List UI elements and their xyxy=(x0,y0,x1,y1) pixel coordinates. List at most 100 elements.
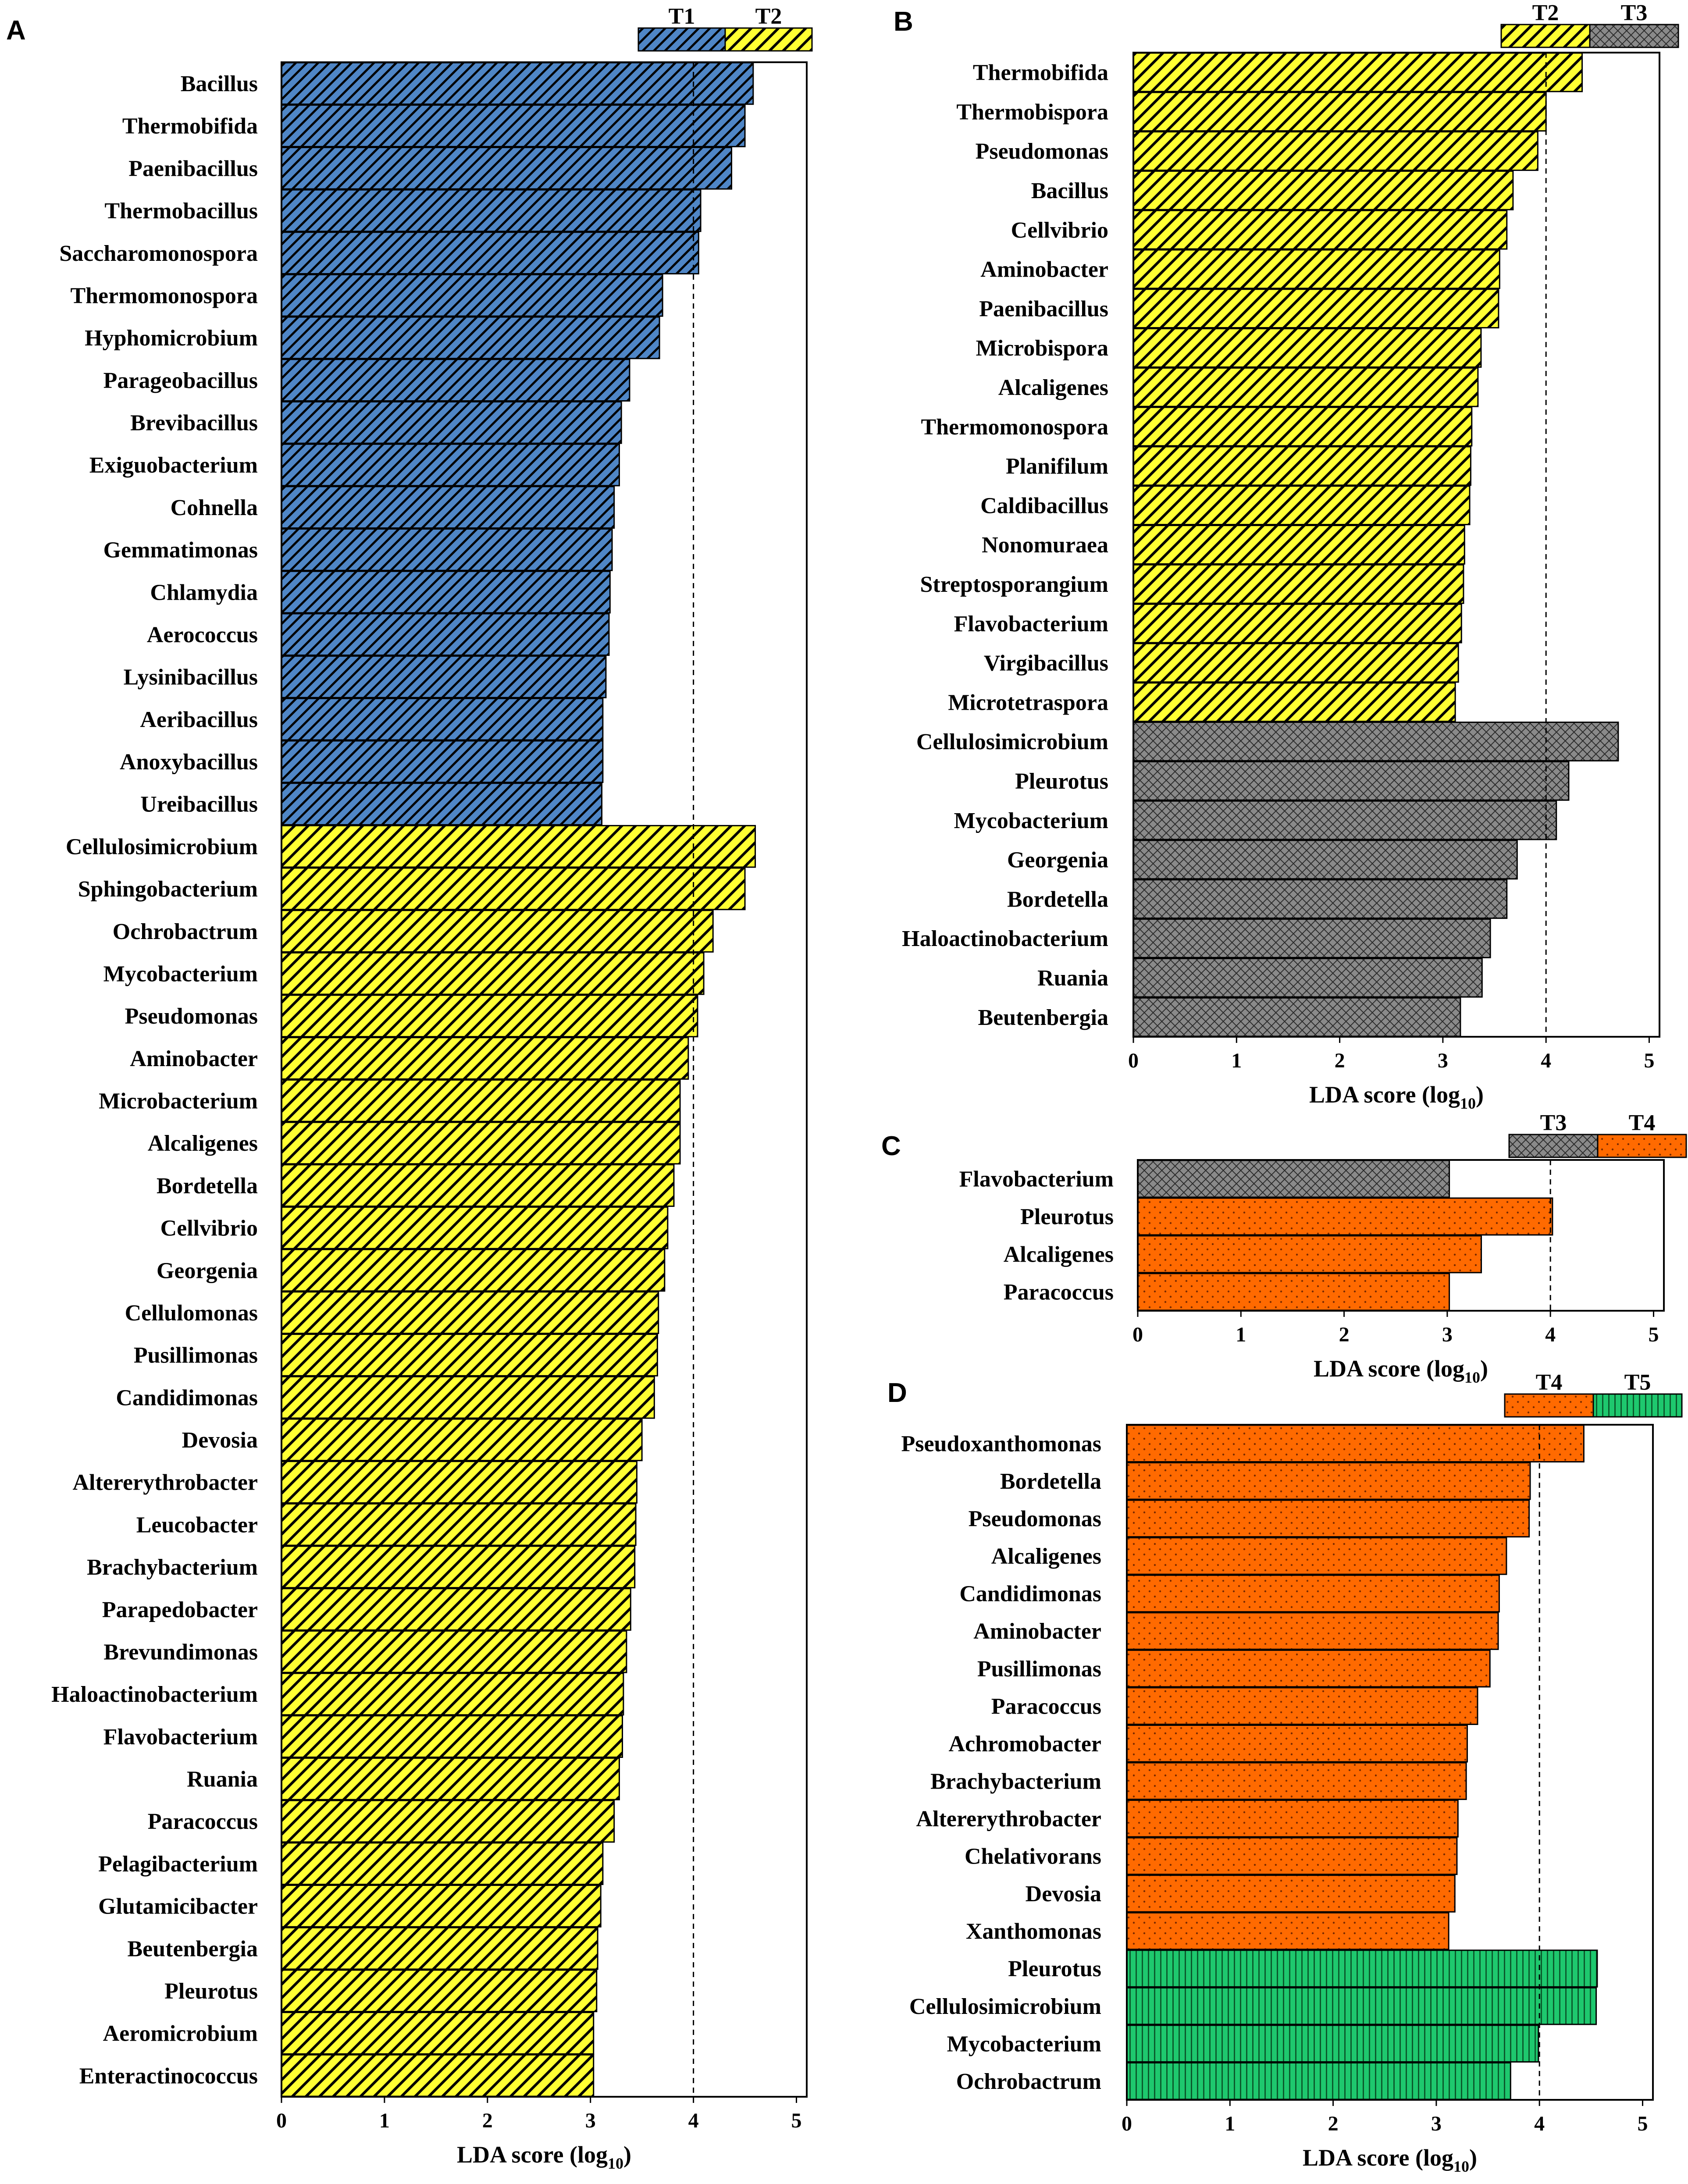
bar-label-A-27: Cellvibrio xyxy=(160,1216,258,1241)
bar-B-18 xyxy=(1132,761,1570,801)
x-tick-label-B-1: 1 xyxy=(1231,1049,1242,1072)
bar-label-A-11: Gemmatimonas xyxy=(103,538,258,563)
plot-frame-D xyxy=(1126,1424,1654,2101)
bar-B-7 xyxy=(1132,328,1482,368)
bar-A-18 xyxy=(281,825,756,868)
bar-A-1 xyxy=(281,104,746,147)
x-tick-label-B-2: 2 xyxy=(1335,1049,1345,1072)
bar-label-A-22: Pseudomonas xyxy=(125,1004,258,1029)
bar-A-12 xyxy=(281,570,611,614)
bar-label-A-4: Saccharomonospora xyxy=(59,241,258,266)
bar-D-9 xyxy=(1126,1762,1467,1800)
x-tick-label-A-5: 5 xyxy=(791,2109,802,2132)
bar-C-2 xyxy=(1137,1235,1482,1273)
x-axis-label-subscript: 10 xyxy=(608,2155,623,2172)
bar-label-A-12: Chlamydia xyxy=(150,580,258,605)
bar-A-11 xyxy=(281,528,613,571)
x-tick-label-C-0: 0 xyxy=(1132,1323,1143,1346)
bar-label-B-18: Pleurotus xyxy=(1015,769,1108,794)
bar-A-45 xyxy=(281,1969,598,2013)
bar-B-9 xyxy=(1132,406,1473,447)
bar-D-14 xyxy=(1126,1949,1598,1988)
bar-label-A-24: Microbacterium xyxy=(99,1089,258,1114)
bar-label-B-9: Thermomonospora xyxy=(921,415,1108,440)
bar-A-42 xyxy=(281,1842,604,1885)
bar-A-0 xyxy=(281,62,754,105)
bar-label-A-17: Ureibacillus xyxy=(140,792,258,817)
bar-B-23 xyxy=(1132,957,1483,998)
x-tick-label-D-4: 4 xyxy=(1534,2112,1545,2135)
x-tick-label-D-0: 0 xyxy=(1122,2112,1132,2135)
x-axis-label-C: LDA score (log10) xyxy=(1314,1355,1488,1386)
legend-label-C-T3: T3 xyxy=(1540,1110,1567,1135)
bar-label-B-17: Cellulosimicrobium xyxy=(916,729,1108,754)
bar-label-B-10: Planifilum xyxy=(1006,454,1108,479)
bar-label-D-12: Devosia xyxy=(1026,1882,1101,1907)
bar-D-6 xyxy=(1126,1649,1491,1688)
bar-B-16 xyxy=(1132,682,1456,722)
bar-A-20 xyxy=(281,910,714,953)
plot-frame-B xyxy=(1132,52,1660,1038)
x-tick-label-B-3: 3 xyxy=(1438,1049,1448,1072)
bar-A-16 xyxy=(281,740,604,783)
bar-label-D-13: Xanthomonas xyxy=(966,1919,1101,1944)
bar-A-10 xyxy=(281,486,615,529)
bar-B-4 xyxy=(1132,210,1508,250)
bar-C-1 xyxy=(1137,1197,1553,1236)
bar-A-28 xyxy=(281,1249,666,1292)
panel-letter-D: D xyxy=(887,1378,907,1408)
x-tick-label-C-4: 4 xyxy=(1545,1323,1556,1346)
bar-label-A-1: Thermobifida xyxy=(122,114,258,139)
x-axis-label-A: LDA score (log10) xyxy=(457,2141,631,2172)
x-tick-label-B-5: 5 xyxy=(1644,1049,1654,1072)
bar-B-19 xyxy=(1132,800,1557,840)
bar-label-A-38: Haloactinobacterium xyxy=(51,1682,258,1707)
bar-A-17 xyxy=(281,783,603,825)
bar-B-12 xyxy=(1132,525,1465,565)
bar-label-D-8: Achromobacter xyxy=(949,1732,1102,1757)
x-axis-label-text: LDA score (log xyxy=(457,2141,608,2168)
bar-B-22 xyxy=(1132,918,1491,958)
bar-D-12 xyxy=(1126,1875,1456,1913)
bar-A-3 xyxy=(281,189,702,232)
bar-label-A-47: Enteractinococcus xyxy=(79,2063,258,2088)
bar-label-D-2: Pseudomonas xyxy=(969,1507,1101,1532)
bar-label-D-6: Pusillimonas xyxy=(977,1657,1101,1682)
x-axis-label-B: LDA score (log10) xyxy=(1309,1081,1484,1112)
x-tick-label-C-2: 2 xyxy=(1339,1323,1350,1346)
bar-A-36 xyxy=(281,1588,631,1631)
bar-label-A-37: Brevundimonas xyxy=(103,1640,258,1665)
bar-label-B-15: Virgibacillus xyxy=(984,651,1108,676)
bar-A-37 xyxy=(281,1630,627,1673)
bar-label-D-1: Bordetella xyxy=(1000,1469,1101,1494)
legend-swatch-D-T5 xyxy=(1592,1393,1683,1418)
panel-C: C Flavobacterium Pleurotus Alcaligenes Parac… xyxy=(881,1110,1687,1386)
bar-A-34 xyxy=(281,1503,637,1546)
bar-B-15 xyxy=(1132,643,1459,683)
panel-B: B Thermobifida Thermobispora Pseudomonas Bac… xyxy=(894,0,1679,1112)
bar-label-B-19: Mycobacterium xyxy=(954,808,1108,833)
bar-label-A-45: Pleurotus xyxy=(164,1979,258,2004)
bar-label-A-25: Alcaligenes xyxy=(148,1131,258,1156)
bar-A-31 xyxy=(281,1376,655,1419)
legend-swatch-C-T4 xyxy=(1597,1134,1687,1158)
bar-label-A-13: Aerococcus xyxy=(147,622,258,647)
bar-label-C-3: Paracoccus xyxy=(1004,1280,1114,1305)
bar-label-A-36: Parapedobacter xyxy=(102,1597,258,1622)
legend-label-D-T5: T5 xyxy=(1624,1370,1651,1395)
bar-label-A-44: Beutenbergia xyxy=(127,1936,258,1961)
bar-A-5 xyxy=(281,274,663,317)
bar-B-1 xyxy=(1132,92,1547,132)
bar-label-B-16: Microtetraspora xyxy=(948,690,1108,715)
bar-D-8 xyxy=(1126,1724,1468,1763)
bar-label-C-0: Flavobacterium xyxy=(959,1167,1114,1192)
bar-D-7 xyxy=(1126,1687,1478,1725)
bar-B-11 xyxy=(1132,485,1471,526)
bar-label-B-20: Georgenia xyxy=(1007,848,1108,873)
bar-label-B-1: Thermobispora xyxy=(956,100,1108,124)
legend-swatch-B-T2 xyxy=(1500,24,1591,48)
bar-B-13 xyxy=(1132,564,1464,604)
bar-label-A-46: Aeromicrobium xyxy=(103,2021,258,2046)
bar-A-8 xyxy=(281,401,622,444)
bar-A-21 xyxy=(281,952,705,995)
